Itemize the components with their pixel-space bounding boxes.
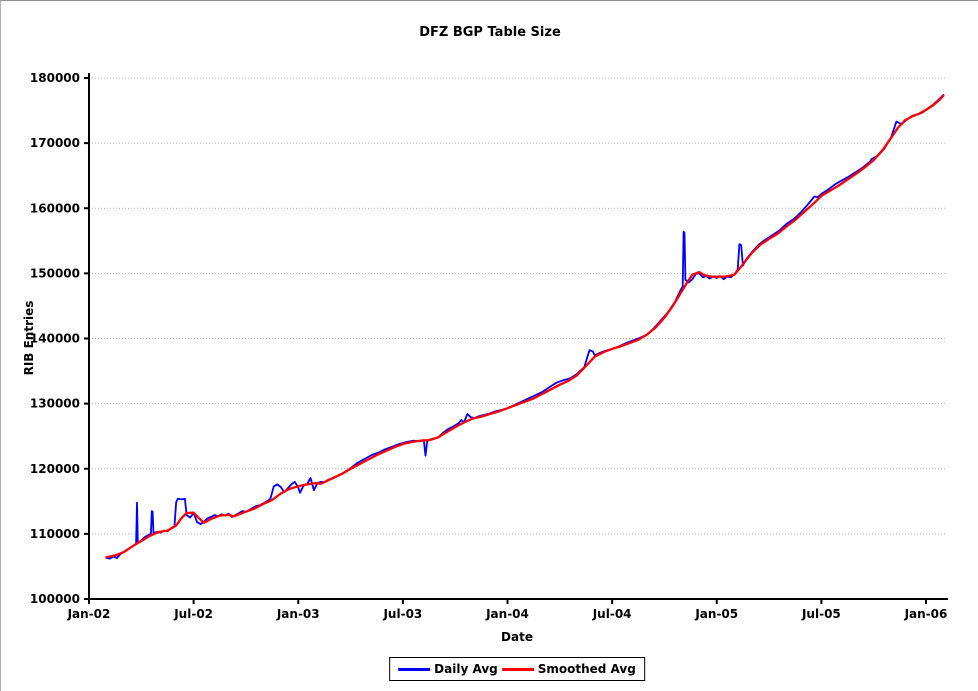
x-tick-label: Jul-04 <box>592 607 632 621</box>
x-tick-label: Jan-03 <box>276 607 320 621</box>
daily-avg-line-swatch <box>398 667 431 671</box>
smoothed-avg-line-swatch <box>501 667 534 671</box>
y-tick-label: 160000 <box>30 201 80 215</box>
smoothed-avg-line <box>105 94 945 559</box>
y-tick-label: 110000 <box>30 527 80 541</box>
legend-label-daily-avg: Daily Avg <box>434 662 498 676</box>
x-tick-label: Jan-05 <box>694 607 738 621</box>
x-tick-label: Jul-02 <box>173 607 213 621</box>
daily-avg-line <box>105 94 945 560</box>
x-tick-label: Jan-02 <box>67 607 111 621</box>
legend-item-daily-avg: Daily Avg <box>398 662 498 676</box>
x-axis-title: Date <box>501 630 533 644</box>
legend-label-smoothed-avg: Smoothed Avg <box>537 662 636 676</box>
legend: Daily Avg Smoothed Avg <box>389 657 645 681</box>
chart-title: DFZ BGP Table Size <box>419 25 561 40</box>
y-tick-label: 140000 <box>30 332 80 346</box>
legend-item-smoothed-avg: Smoothed Avg <box>501 662 636 676</box>
x-tick-label: Jul-03 <box>382 607 422 621</box>
y-tick-label: 130000 <box>30 397 80 411</box>
y-tick-label: 100000 <box>30 592 80 606</box>
y-tick-label: 170000 <box>30 136 80 150</box>
y-tick-label: 180000 <box>30 71 80 85</box>
y-tick-label: 120000 <box>30 462 80 476</box>
x-tick-label: Jul-05 <box>801 607 841 621</box>
x-tick-label: Jan-04 <box>485 607 529 621</box>
y-tick-label: 150000 <box>30 266 80 280</box>
x-tick-label: Jan-06 <box>904 607 948 621</box>
